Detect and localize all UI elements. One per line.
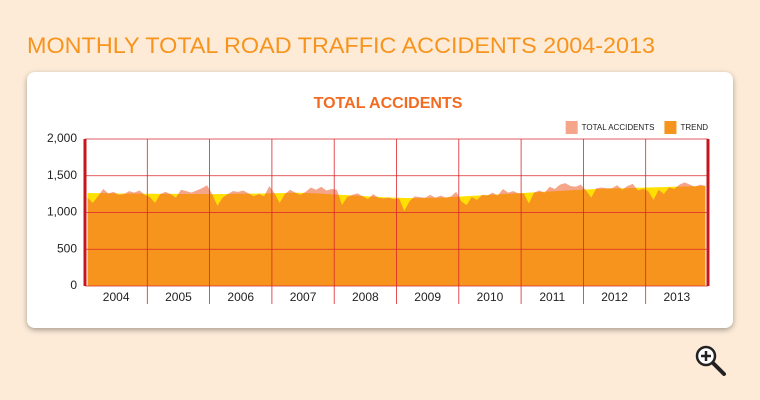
x-tick-label: 2012 <box>601 290 628 304</box>
y-tick-label: 500 <box>57 241 77 255</box>
legend-label: TOTAL ACCIDENTS <box>582 123 655 132</box>
x-tick-label: 2010 <box>477 290 504 304</box>
y-tick-label: 0 <box>70 278 77 292</box>
x-tick-label: 2008 <box>352 290 379 304</box>
zoom-plus <box>701 351 711 361</box>
zoom-icon[interactable] <box>695 345 726 376</box>
zoom-handle <box>711 361 726 376</box>
legend-swatch <box>664 121 677 134</box>
legend-label: TREND <box>680 123 708 132</box>
x-tick-label: 2013 <box>663 290 690 304</box>
y-tick-label: 2,000 <box>47 131 77 145</box>
chart-title: TOTAL ACCIDENTS <box>314 95 463 112</box>
x-tick-label: 2007 <box>290 290 317 304</box>
x-tick-label: 2006 <box>227 290 254 304</box>
x-tick-label: 2004 <box>103 290 130 304</box>
x-tick-label: 2011 <box>539 290 565 304</box>
y-tick-label: 1,500 <box>47 168 77 182</box>
page-title: MONTHLY TOTAL ROAD TRAFFIC ACCIDENTS 200… <box>27 33 655 58</box>
y-tick-label: 1,000 <box>47 205 77 219</box>
x-tick-label: 2005 <box>165 290 192 304</box>
x-tick-label: 2009 <box>414 290 441 304</box>
legend-swatch <box>565 121 578 134</box>
